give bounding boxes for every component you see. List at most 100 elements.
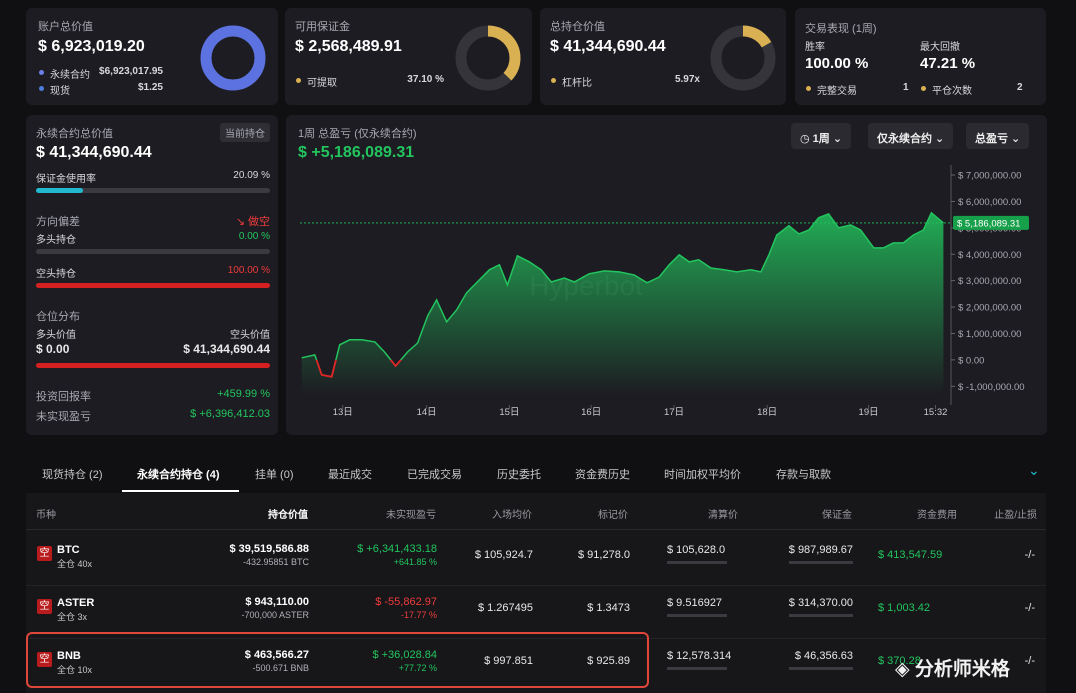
value: +459.99 % (217, 388, 270, 400)
pnl: $ -55,862.97 (375, 596, 437, 608)
label: 空头价值 (230, 330, 270, 341)
pct: 0.00 % (238, 231, 270, 242)
amount: $6,923,017.95 (99, 66, 163, 77)
tab[interactable]: 历史委托 (497, 469, 541, 481)
row-divider (26, 529, 1046, 530)
donut (710, 25, 776, 91)
table: 币种 持仓价值 未实现盈亏 入场均价 标记价 清算价 保证金 资金费用 止盈/止损空 BTC 全仓 … (26, 493, 1046, 693)
range-button[interactable]: ◷ 1周 ⌄ (791, 123, 852, 149)
column-header: 保证金 (822, 510, 852, 521)
y-tick-label: $ 0.00 (958, 355, 984, 366)
liquidation: $ 9.516927 (667, 597, 723, 609)
tab[interactable]: 资金费历史 (575, 469, 630, 481)
tab[interactable]: 时间加权平均价 (664, 469, 741, 481)
pnl: $ +6,341,433.18 (357, 543, 437, 555)
label: 现货 (50, 86, 70, 97)
tab[interactable]: 现货持仓 (2) (42, 469, 103, 481)
title: 永续合约总价值 (36, 128, 113, 140)
column-header: 止盈/止损 (994, 510, 1037, 521)
tab-underline (122, 490, 239, 492)
side-icon: 空 (37, 599, 52, 614)
size: -500.671 BNB (252, 663, 309, 673)
label: 多头价值 (36, 330, 76, 341)
column-header: 币种 (36, 510, 56, 521)
margin: $ 46,356.63 (794, 650, 853, 662)
mode: 全仓 3x (57, 612, 88, 622)
liquidation: $ 105,628.0 (667, 544, 726, 556)
column-header: 资金费用 (917, 510, 957, 521)
side-icon: 空 (37, 546, 52, 561)
x-tick-label: 19日 (859, 407, 879, 418)
y-tick-label: $ 7,000,000.00 (958, 171, 1021, 182)
badge: 当前持仓 (220, 123, 270, 142)
size: -700,000 ASTER (241, 610, 309, 620)
watermark: ◈ 分析师米格 (895, 659, 1010, 680)
title: 可用保证金 (295, 21, 350, 33)
margin-bar (789, 667, 853, 670)
value: $ 41,344,690.44 (183, 342, 270, 356)
column-header: 标记价 (598, 510, 628, 521)
pnl-pct: +77.72 % (398, 663, 437, 673)
tab[interactable]: 最近成交 (328, 469, 372, 481)
mark: $ 1.3473 (587, 602, 630, 614)
x-tick-label: 13日 (333, 407, 353, 418)
position-value: $ 943,110.00 (245, 596, 309, 608)
label: 平仓次数 (932, 86, 972, 97)
btn-text: 仅永续合约 (877, 133, 932, 145)
tab[interactable]: 存款与取款 (776, 469, 831, 481)
scope-button[interactable]: 仅永续合约 ⌄ (868, 123, 954, 149)
label: 方向偏差 (36, 216, 80, 228)
value: $ 41,344,690.44 (550, 38, 666, 55)
donut-segment (455, 25, 521, 91)
column-header: 入场均价 (492, 510, 532, 521)
liq-bar (667, 667, 727, 670)
y-tick-label: $ 4,000,000.00 (958, 250, 1021, 261)
position-value: $ 39,519,586.88 (229, 543, 309, 555)
value: 47.21 % (920, 55, 976, 72)
margin-bar (789, 561, 853, 564)
x-tick-label: 16日 (581, 407, 601, 418)
y-tick-label: $ 6,000,000.00 (958, 197, 1021, 208)
collapse-icon[interactable]: ⌄ (1028, 462, 1040, 478)
current-label: $ 5,186,089.31 (957, 218, 1020, 229)
tab[interactable]: 已完成交易 (407, 469, 462, 481)
chart-title: 1周 总盈亏 (仅永续合约) (298, 128, 417, 140)
area (301, 212, 944, 395)
x-tick-label: 17日 (664, 407, 684, 418)
dot (551, 78, 556, 83)
margin: $ 314,370.00 (788, 597, 853, 609)
chart-subtitle: $ +5,186,089.31 (298, 144, 415, 161)
dot (39, 86, 44, 91)
mark: $ 91,278.0 (578, 549, 630, 561)
value: $ 41,344,690.44 (36, 144, 152, 161)
label: 最大回撤 (920, 42, 960, 53)
column-header: 未实现盈亏 (386, 510, 436, 521)
mark: $ 925.89 (587, 655, 630, 667)
label: 未实现盈亏 (36, 411, 91, 423)
liquidation: $ 12,578.314 (667, 650, 732, 662)
highlight-box (26, 632, 649, 688)
track (36, 249, 270, 254)
tab-active[interactable]: 永续合约持仓 (4) (137, 469, 220, 481)
size: -432.95851 BTC (242, 557, 309, 567)
title: 交易表现 (1周) (805, 23, 877, 35)
metric-button[interactable]: 总盈亏 ⌄ (966, 123, 1030, 149)
tpsl: -/- (1024, 549, 1035, 561)
track (36, 188, 270, 193)
entry: $ 1.267495 (477, 602, 533, 614)
donut (200, 25, 266, 91)
label: 完整交易 (817, 86, 857, 97)
label: 多头持仓 (36, 235, 76, 246)
position-value: $ 463,566.27 (244, 649, 309, 661)
label: 仓位分布 (36, 311, 80, 323)
x-tick-label: 18日 (757, 407, 777, 418)
liq-bar (667, 561, 727, 564)
y-tick-label: $ 2,000,000.00 (958, 303, 1021, 314)
dot (39, 70, 44, 75)
tpsl: -/- (1024, 602, 1035, 614)
value: 1 (903, 82, 909, 93)
tab[interactable]: 挂单 (0) (255, 469, 294, 481)
column-header: 清算价 (708, 510, 738, 521)
margin-bar (789, 614, 853, 617)
perp-panel: 永续合约总价值 当前持仓 $ 41,344,690.44 保证金使用率 20.0… (26, 115, 278, 435)
